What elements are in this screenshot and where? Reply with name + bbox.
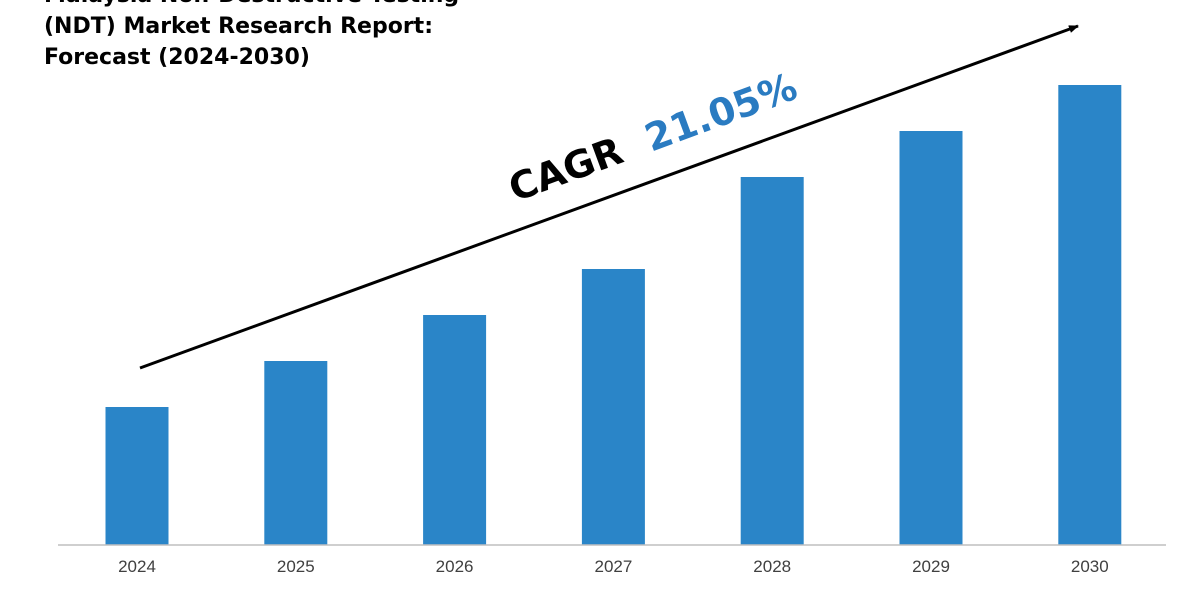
bar-2027 (581, 269, 645, 545)
cagr-value: 21.05% (639, 64, 803, 160)
bar-2026 (423, 315, 487, 545)
x-tick-label-2027: 2027 (594, 557, 632, 576)
title-line-3: Forecast (2024-2030) (44, 45, 310, 70)
bar-2028 (740, 177, 804, 545)
x-tick-labels: 2024 2025 2026 2027 2028 2029 2030 (118, 557, 1109, 576)
x-tick-label-2024: 2024 (118, 557, 156, 576)
title-line-2: (NDT) Market Research Report: (44, 14, 433, 39)
x-tick-label-2026: 2026 (436, 557, 474, 576)
bar-2024 (105, 407, 169, 545)
chart-title: Malaysia Non-Destructive Testing (NDT) M… (44, 0, 564, 73)
bar-2029 (899, 131, 963, 545)
x-tick-label-2028: 2028 (753, 557, 791, 576)
x-tick-label-2025: 2025 (277, 557, 315, 576)
trend-arrow (139, 24, 1079, 370)
title-line-1: Malaysia Non-Destructive Testing (44, 0, 564, 11)
x-tick-label-2030: 2030 (1071, 557, 1109, 576)
x-tick-label-2029: 2029 (912, 557, 950, 576)
bar-2025 (264, 361, 328, 545)
bars-group (105, 85, 1122, 545)
bar-2030 (1058, 85, 1122, 545)
